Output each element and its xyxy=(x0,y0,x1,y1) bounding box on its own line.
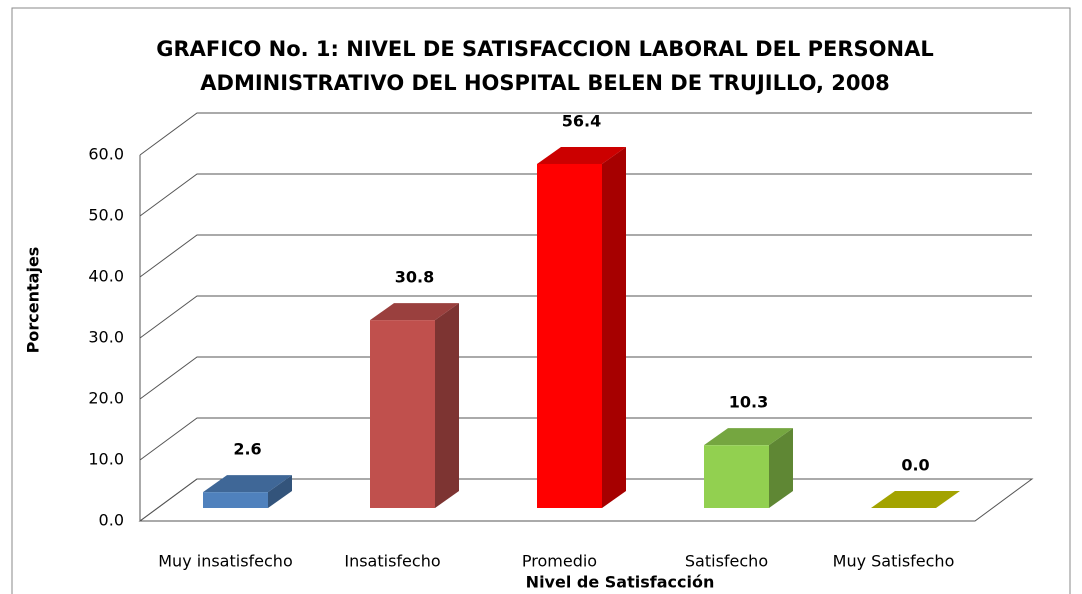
grid-line xyxy=(139,417,1032,461)
x-tick-label: Muy Satisfecho xyxy=(833,552,955,571)
data-label: 56.4 xyxy=(562,111,601,130)
data-label: 0.0 xyxy=(901,456,929,475)
chart-title: ADMINISTRATIVO DEL HOSPITAL BELEN DE TRU… xyxy=(200,71,889,95)
bar-top xyxy=(704,428,793,446)
bar-top xyxy=(370,303,459,321)
bar xyxy=(537,163,602,508)
x-tick-label: Satisfecho xyxy=(685,552,768,571)
grid-line xyxy=(139,295,1032,339)
y-tick-label: 0.0 xyxy=(99,511,124,530)
y-axis-title: Porcentajes xyxy=(24,247,43,354)
bar xyxy=(704,445,769,508)
bar-side xyxy=(769,428,793,508)
bar-top xyxy=(871,491,960,508)
grid-line xyxy=(139,234,1032,278)
bar-top xyxy=(203,475,292,493)
grid-line xyxy=(139,173,1032,217)
x-tick-label: Insatisfecho xyxy=(344,552,440,571)
bar xyxy=(203,492,268,508)
bar xyxy=(370,320,435,508)
bar-top xyxy=(537,146,626,164)
bar-side xyxy=(602,146,626,508)
bar-side xyxy=(268,475,292,508)
y-tick-label: 10.0 xyxy=(88,450,124,469)
data-label: 10.3 xyxy=(729,393,768,412)
y-tick-label: 50.0 xyxy=(88,206,124,225)
y-tick-label: 30.0 xyxy=(88,328,124,347)
x-tick-label: Promedio xyxy=(522,552,597,571)
bar-side xyxy=(435,303,459,508)
data-label: 30.8 xyxy=(395,268,434,287)
x-axis-title: Nivel de Satisfacción xyxy=(526,573,715,592)
y-tick-label: 60.0 xyxy=(88,145,124,164)
grid-line xyxy=(139,112,1032,156)
data-label: 2.6 xyxy=(233,440,261,459)
chart-title: GRAFICO No. 1: NIVEL DE SATISFACCION LAB… xyxy=(156,37,934,61)
grid-line xyxy=(139,356,1032,400)
y-tick-label: 40.0 xyxy=(88,267,124,286)
x-tick-label: Muy insatisfecho xyxy=(158,552,292,571)
y-tick-label: 20.0 xyxy=(88,389,124,408)
